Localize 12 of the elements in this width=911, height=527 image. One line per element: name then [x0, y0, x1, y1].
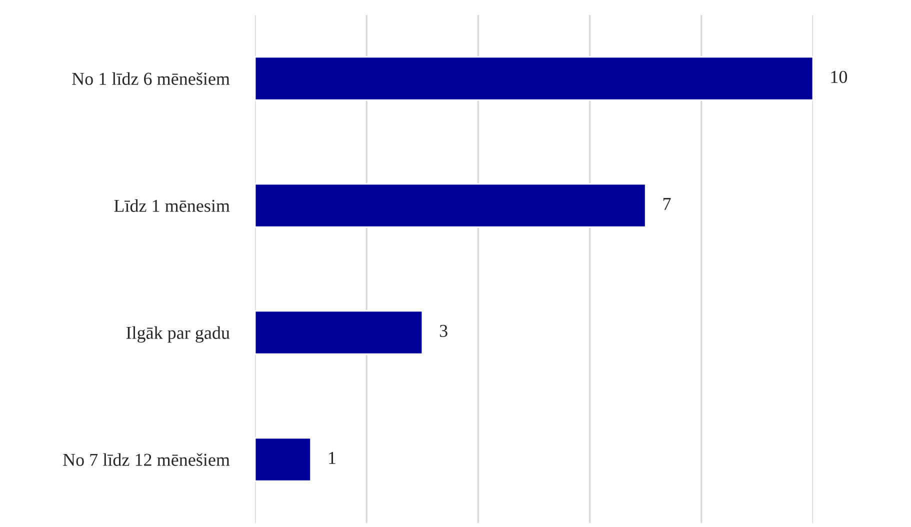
bar — [255, 56, 813, 101]
bar — [255, 183, 646, 228]
y-tick-label: No 1 līdz 6 mēnešiem — [72, 72, 230, 85]
data-label: 7 — [663, 198, 671, 210]
y-tick-label: Ilgāk par gadu — [126, 326, 230, 343]
bar — [255, 310, 424, 355]
y-tick-label: No 7 līdz 12 mēnešiem — [63, 453, 230, 466]
bar — [255, 437, 312, 482]
data-label: 1 — [329, 452, 336, 464]
y-tick-label: Līdz 1 mēnesim — [114, 199, 230, 212]
data-label: 3 — [440, 324, 448, 338]
data-label: 10 — [831, 70, 848, 84]
